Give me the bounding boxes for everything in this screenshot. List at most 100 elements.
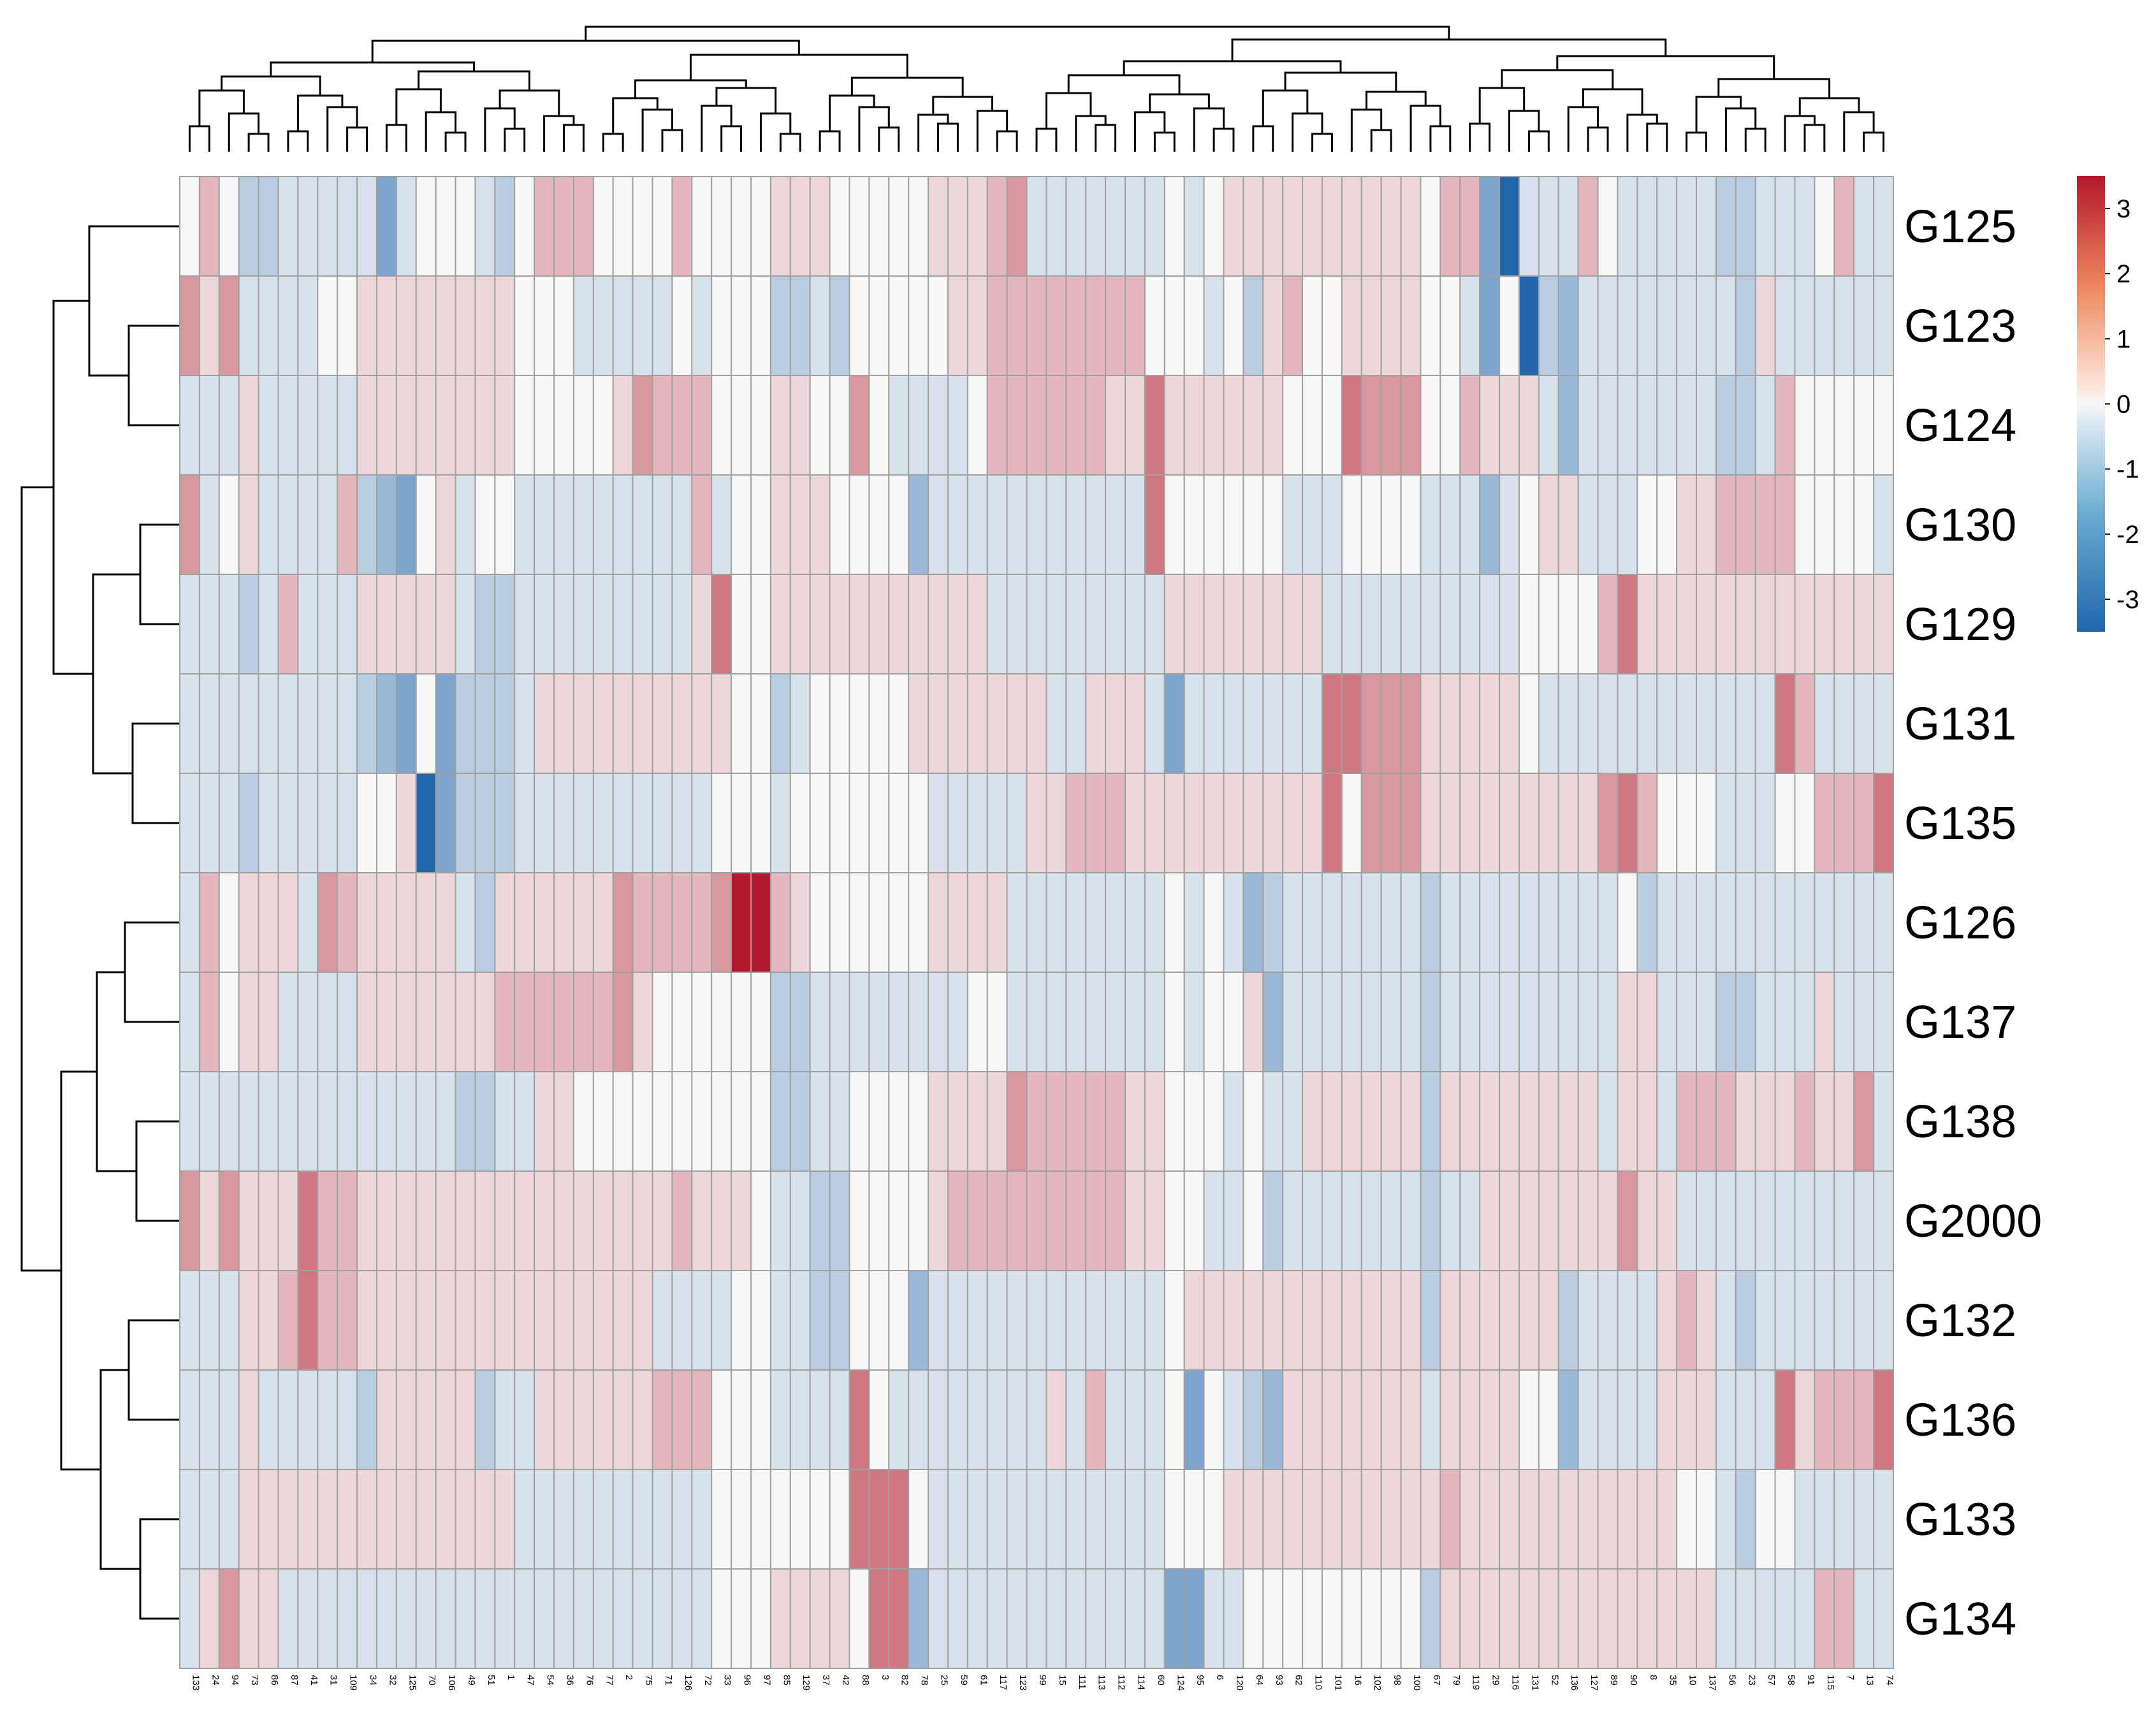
heatmap-cell [1459, 1369, 1481, 1470]
heatmap-cell [1774, 1568, 1796, 1669]
heatmap-cell [947, 872, 968, 973]
heatmap-cell [1735, 574, 1756, 674]
heatmap-cell [395, 275, 417, 376]
heatmap-cell [1774, 972, 1796, 1072]
heatmap-cell [809, 574, 831, 674]
heatmap-cell [1735, 1568, 1756, 1669]
heatmap-cell [1144, 972, 1165, 1072]
heatmap-cell [1479, 474, 1501, 575]
heatmap-cell [1873, 1369, 1895, 1470]
heatmap-cell [435, 773, 456, 873]
heatmap-cell [1302, 972, 1323, 1072]
heatmap-cell [198, 872, 220, 973]
heatmap-cell [534, 1369, 555, 1470]
heatmap-cell [731, 872, 752, 973]
heatmap-cell [908, 176, 929, 277]
heatmap-cell [277, 872, 299, 973]
heatmap-cell [652, 1170, 673, 1271]
heatmap-cell [1360, 872, 1382, 973]
heatmap-cell [1105, 1071, 1126, 1172]
heatmap-cell [829, 275, 850, 376]
heatmap-cell [1144, 375, 1165, 476]
column-label: 52 [1549, 1675, 1560, 1686]
heatmap-cell [1360, 574, 1382, 674]
heatmap-cell [1774, 275, 1796, 376]
heatmap-cell [612, 972, 634, 1072]
heatmap-cell [238, 375, 259, 476]
heatmap-cell [947, 972, 968, 1072]
heatmap-cell [572, 1469, 594, 1570]
heatmap-cell [652, 275, 673, 376]
heatmap-cell [986, 1369, 1008, 1470]
heatmap-cell [1715, 1568, 1737, 1669]
heatmap-cell [1282, 1568, 1304, 1669]
heatmap-cell [711, 972, 732, 1072]
heatmap-cell [632, 275, 653, 376]
legend-tick-label: 2 [2116, 260, 2131, 288]
heatmap-cell [1242, 574, 1264, 674]
column-label: 16 [1352, 1675, 1363, 1686]
heatmap-cell [1125, 1170, 1146, 1271]
heatmap-cell [928, 375, 949, 476]
heatmap-cell [829, 176, 850, 277]
heatmap-cell [1754, 1170, 1776, 1271]
dendrogram-branch [99, 1369, 140, 1570]
heatmap-cell [711, 773, 732, 873]
heatmap-cell [277, 1170, 299, 1271]
heatmap-cell [317, 872, 339, 973]
dendrogram-branch [850, 77, 964, 97]
heatmap-cell [1183, 1369, 1205, 1470]
heatmap-cell [1873, 673, 1895, 774]
heatmap-cell [553, 972, 574, 1072]
column-label: 15 [1057, 1675, 1068, 1686]
heatmap-cell [1341, 1170, 1362, 1271]
heatmap-cell [1715, 1170, 1737, 1271]
heatmap-cell [691, 673, 713, 774]
heatmap-cell [356, 972, 377, 1072]
heatmap-cell [1026, 1568, 1047, 1669]
heatmap-cell [1833, 1170, 1855, 1271]
dendrogram-branch [1409, 105, 1441, 152]
heatmap-cell [750, 872, 771, 973]
heatmap-cell [1006, 872, 1028, 973]
heatmap-cell [1538, 872, 1559, 973]
heatmap-cell [769, 176, 791, 277]
heatmap-cell [1360, 1071, 1382, 1172]
heatmap-cell [1203, 1071, 1225, 1172]
heatmap-cell [572, 176, 594, 277]
column-label: 123 [1017, 1675, 1028, 1691]
heatmap-cell [572, 1568, 594, 1669]
heatmap-cell [1183, 574, 1205, 674]
heatmap-cell [435, 972, 456, 1072]
heatmap-cell [592, 176, 614, 277]
heatmap-cell [258, 1369, 279, 1470]
heatmap-cell [1715, 1071, 1737, 1172]
heatmap-cell [1597, 1270, 1619, 1371]
heatmap-cell [1223, 474, 1244, 575]
heatmap-cell [572, 773, 594, 873]
heatmap-cell [179, 1469, 200, 1570]
column-label: 36 [564, 1675, 575, 1686]
heatmap-cell [1242, 673, 1264, 774]
heatmap-cell [572, 574, 594, 674]
heatmap-cell [1617, 176, 1638, 277]
column-label: 117 [998, 1675, 1009, 1690]
heatmap-cell [1282, 275, 1304, 376]
heatmap-cell [1577, 872, 1599, 973]
heatmap-cell [258, 673, 279, 774]
heatmap-cell [198, 574, 220, 674]
heatmap-cell [1144, 1071, 1165, 1172]
heatmap-cell [375, 1568, 397, 1669]
heatmap-cell [1853, 375, 1875, 476]
column-label: 42 [840, 1675, 851, 1686]
heatmap-cell [534, 1568, 555, 1669]
heatmap-cell [1420, 574, 1441, 674]
heatmap-cell [947, 1469, 968, 1570]
heatmap-cell [1636, 1170, 1658, 1271]
heatmap-cell [1499, 1170, 1520, 1271]
heatmap-cell [258, 1071, 279, 1172]
heatmap-cell [888, 972, 910, 1072]
heatmap-cell [1026, 673, 1047, 774]
heatmap-cell [1479, 872, 1501, 973]
heatmap-cell [297, 872, 319, 973]
